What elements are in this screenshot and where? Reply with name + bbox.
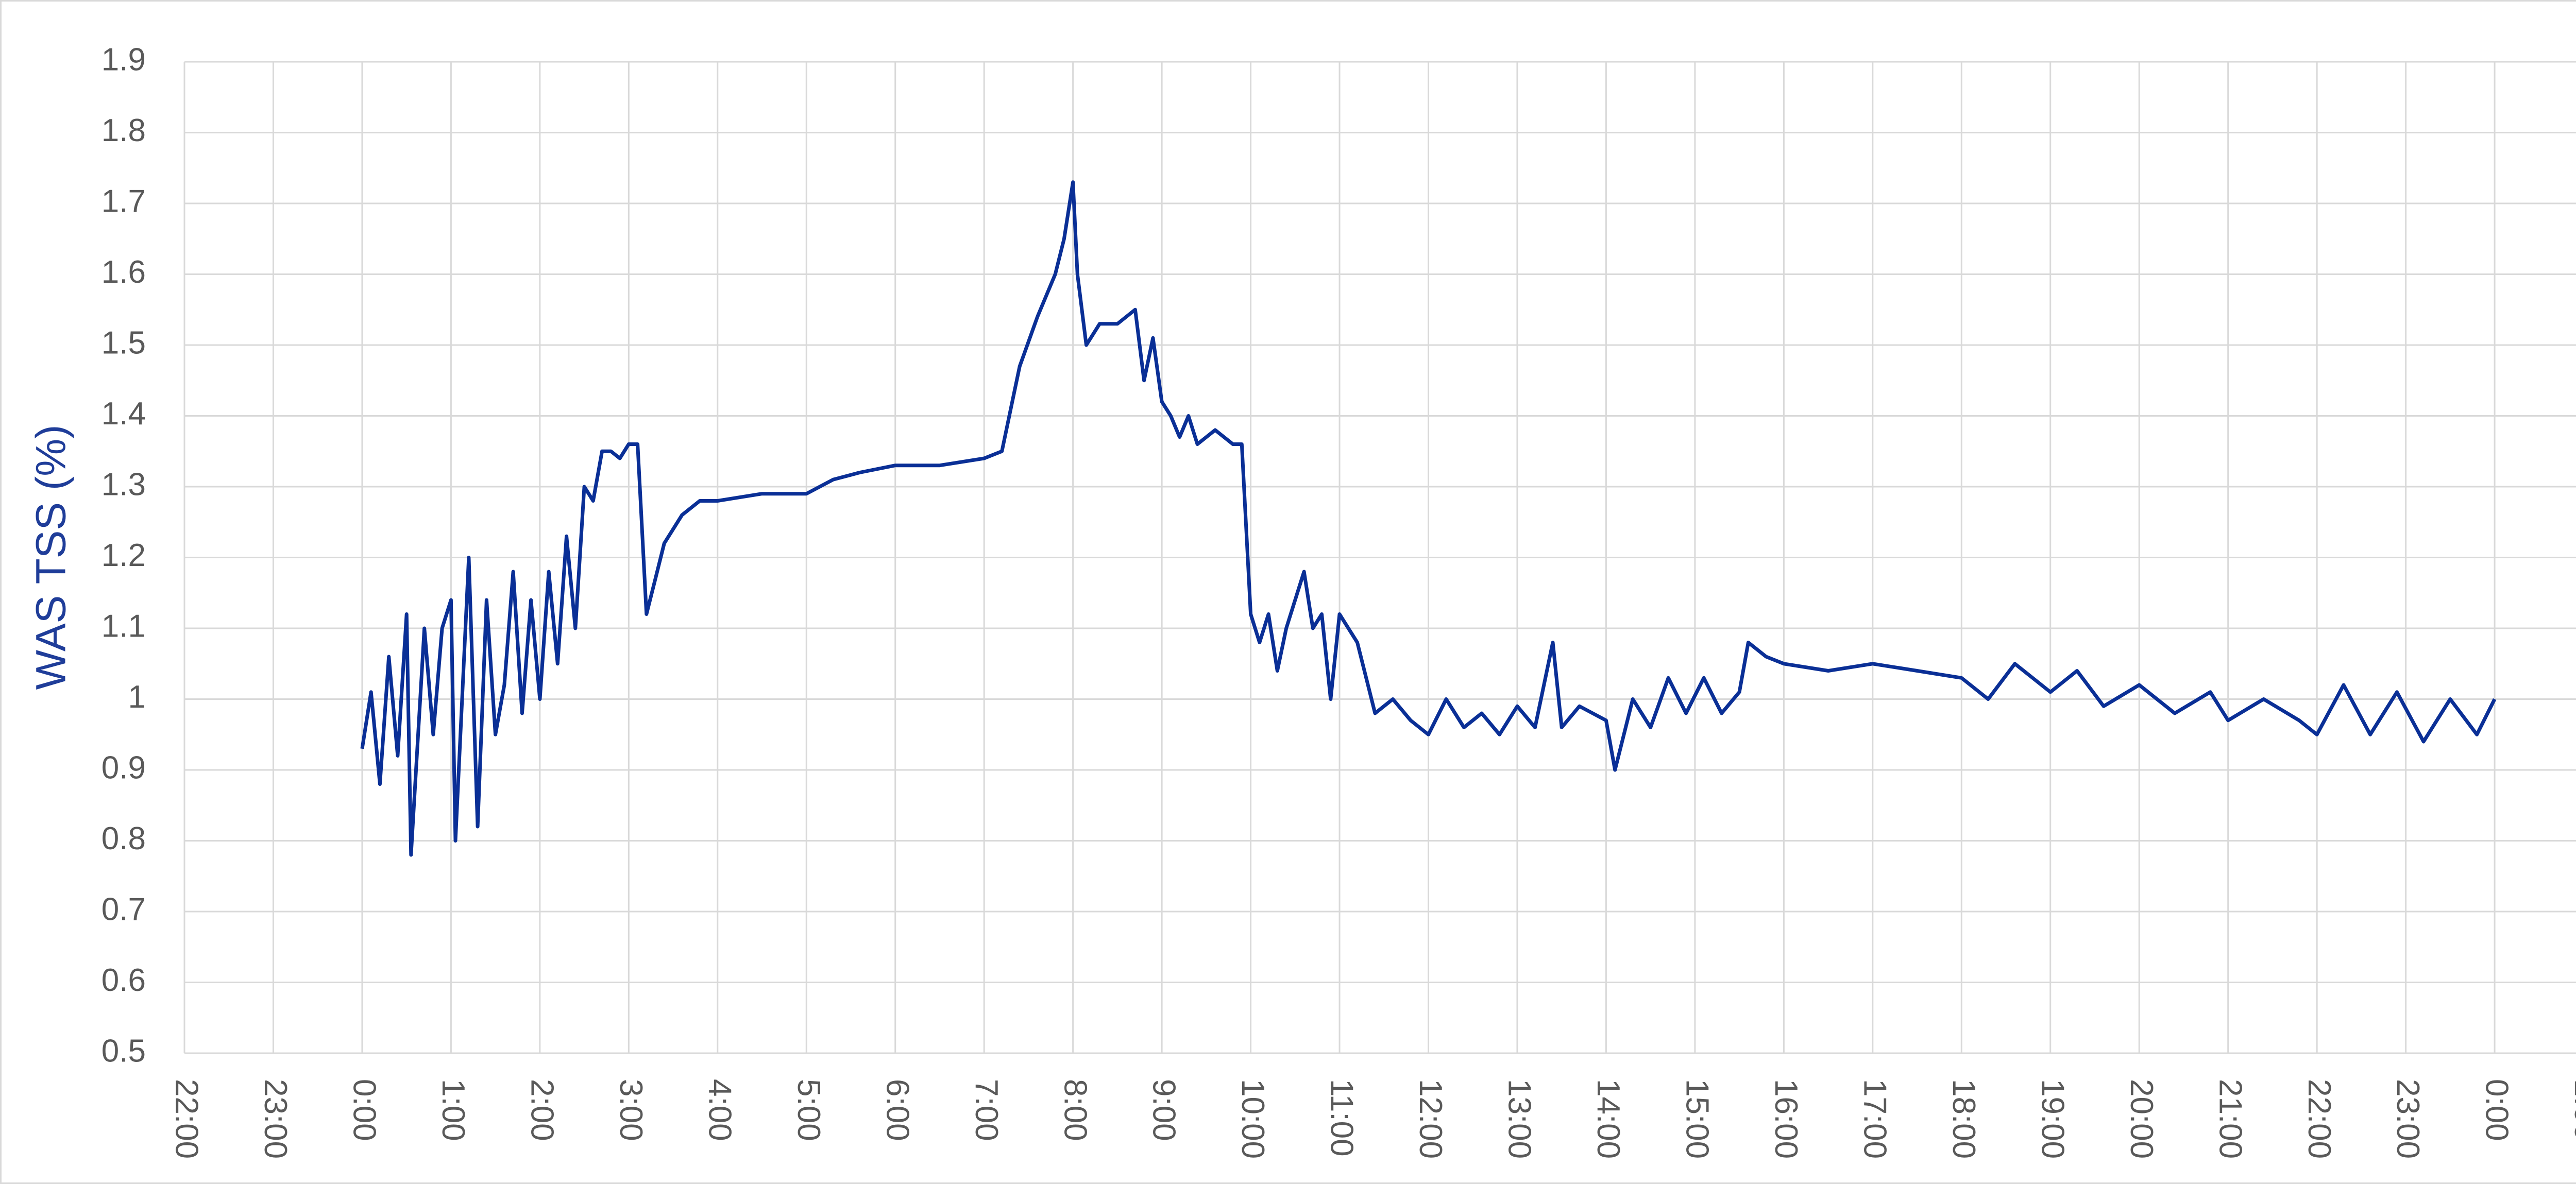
x-tick-label: 23:00 (2390, 1079, 2426, 1159)
x-tick-label: 5:00 (791, 1079, 826, 1141)
y-tick-label: 1.3 (101, 467, 146, 502)
x-tick-label: 10:00 (1235, 1079, 1270, 1159)
x-tick-label: 8:00 (1057, 1079, 1093, 1141)
x-tick-label: 12:00 (1413, 1079, 1448, 1159)
x-tick-label: 11:00 (1324, 1079, 1360, 1157)
x-tick-label: 18:00 (1946, 1079, 1981, 1159)
y-tick-label: 1.1 (101, 608, 146, 644)
x-tick-label: 19:00 (2035, 1079, 2070, 1159)
x-tick-label: 23:00 (258, 1079, 293, 1159)
x-tick-label: 0:00 (347, 1079, 382, 1141)
x-tick-label: 1:00 (2568, 1079, 2576, 1141)
x-tick-label: 1:00 (435, 1079, 471, 1141)
x-tick-label: 16:00 (1768, 1079, 1804, 1159)
x-tick-label: 22:00 (2301, 1079, 2337, 1159)
y-tick-label: 1.9 (101, 42, 146, 77)
x-tick-label: 22:00 (169, 1079, 205, 1159)
y-tick-label: 0.9 (101, 750, 146, 785)
y-axis-title: WAS TSS (%) (28, 425, 75, 690)
x-tick-label: 3:00 (613, 1079, 649, 1141)
y-tick-label: 1.7 (101, 183, 146, 219)
y-tick-label: 0.6 (101, 963, 146, 998)
x-tick-label: 0:00 (2479, 1079, 2515, 1141)
x-tick-label: 2:00 (524, 1079, 560, 1141)
data-line (360, 180, 2497, 857)
x-tick-label: 4:00 (702, 1079, 737, 1141)
x-tick-label: 14:00 (1590, 1079, 1626, 1159)
y-tick-label: 1 (128, 679, 146, 715)
x-tick-label: 9:00 (1146, 1079, 1182, 1141)
y-tick-label: 0.7 (101, 891, 146, 927)
x-tick-label: 17:00 (1857, 1079, 1892, 1159)
y-tick-label: 1.2 (101, 538, 146, 573)
y-tick-label: 1.5 (101, 325, 146, 361)
y-tick-label: 1.8 (101, 113, 146, 148)
y-tick-label: 1.6 (101, 254, 146, 290)
y-tick-label: 0.8 (101, 821, 146, 856)
x-tick-label: 13:00 (1502, 1079, 1537, 1159)
x-tick-label: 6:00 (879, 1079, 915, 1141)
y-tick-label: 0.5 (101, 1033, 146, 1069)
y-tick-label: 1.4 (101, 396, 146, 432)
x-tick-label: 7:00 (969, 1079, 1004, 1141)
x-tick-label: 21:00 (2212, 1079, 2248, 1159)
x-tick-label: 15:00 (1680, 1079, 1715, 1159)
x-tick-label: 20:00 (2124, 1079, 2159, 1159)
